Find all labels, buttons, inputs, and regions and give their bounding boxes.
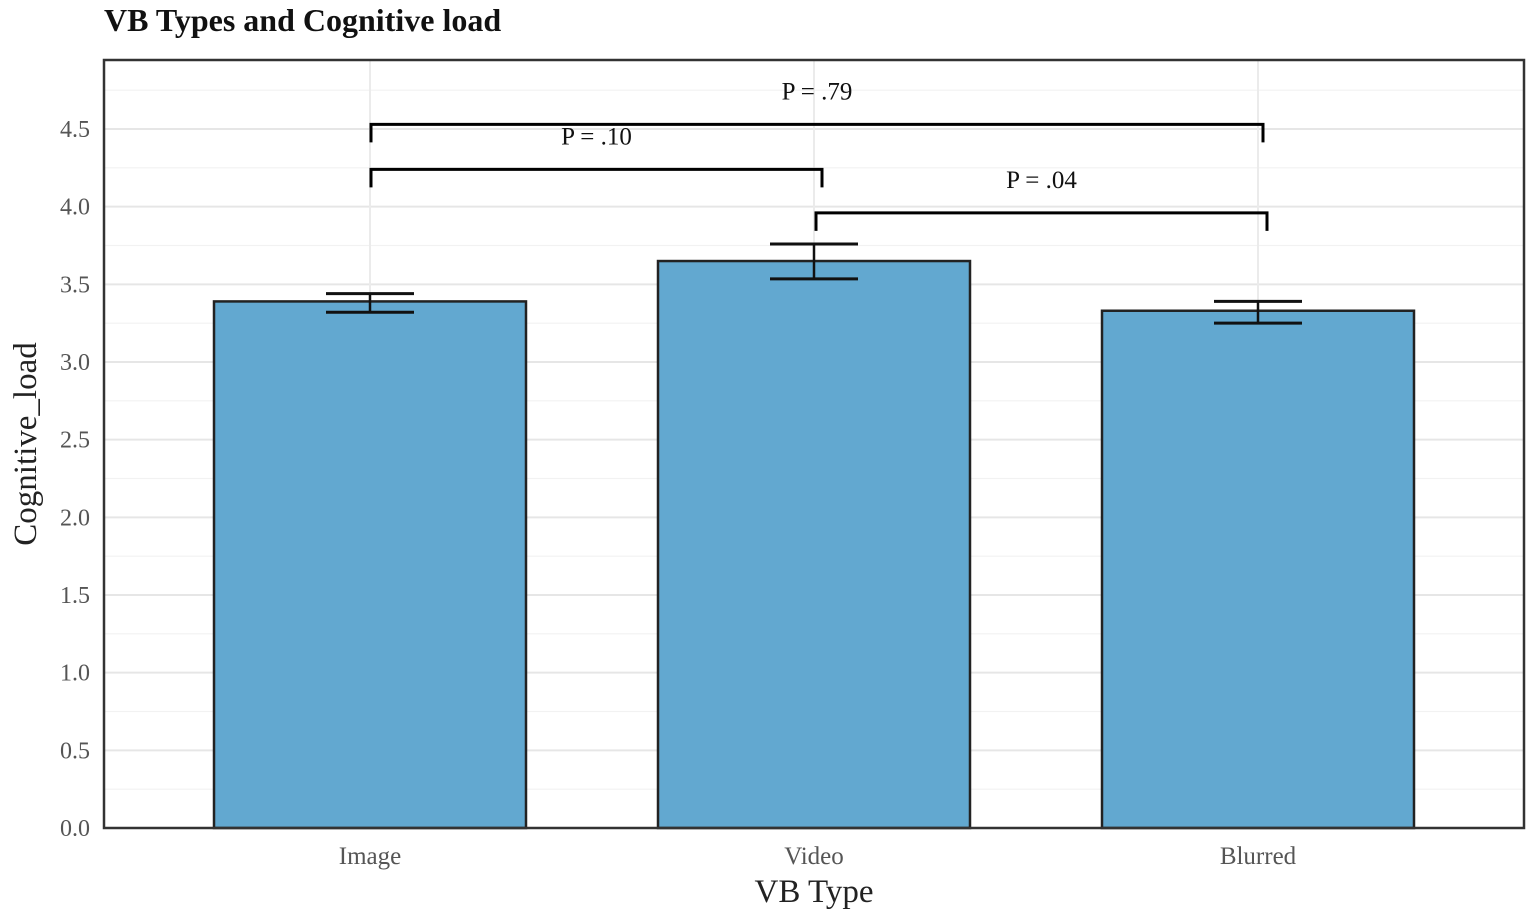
significance-bracket bbox=[369, 167, 824, 188]
y-tick-label: 2.5 bbox=[60, 428, 90, 454]
y-tick-label: 2.0 bbox=[60, 505, 90, 531]
significance-bracket bbox=[369, 122, 1265, 143]
bar-blurred bbox=[1100, 309, 1416, 830]
y-tick-label: 1.5 bbox=[60, 583, 90, 609]
x-tick-label: Blurred bbox=[1220, 843, 1297, 870]
p-value-label: P = .79 bbox=[782, 78, 853, 105]
y-axis-title: Cognitive_load bbox=[8, 342, 44, 546]
y-tick-label: 3.0 bbox=[60, 350, 90, 376]
y-tick-label: 1.0 bbox=[60, 661, 90, 687]
plot-border bbox=[102, 58, 1526, 830]
bar-video bbox=[656, 259, 972, 830]
chart-title: VB Types and Cognitive load bbox=[104, 2, 502, 38]
y-tick-label: 0.5 bbox=[60, 738, 90, 764]
bar-image bbox=[212, 300, 528, 830]
p-value-label: P = .10 bbox=[561, 123, 632, 150]
x-tick-label: Video bbox=[784, 843, 844, 870]
y-tick-label: 0.0 bbox=[60, 816, 90, 842]
y-tick-label: 4.5 bbox=[60, 117, 90, 143]
x-axis-title: VB Type bbox=[755, 874, 874, 910]
significance-bracket bbox=[814, 211, 1269, 231]
x-tick-label: Image bbox=[339, 843, 401, 870]
p-value-label: P = .04 bbox=[1006, 167, 1077, 194]
y-tick-label: 4.0 bbox=[60, 195, 90, 221]
y-tick-label: 3.5 bbox=[60, 272, 90, 298]
